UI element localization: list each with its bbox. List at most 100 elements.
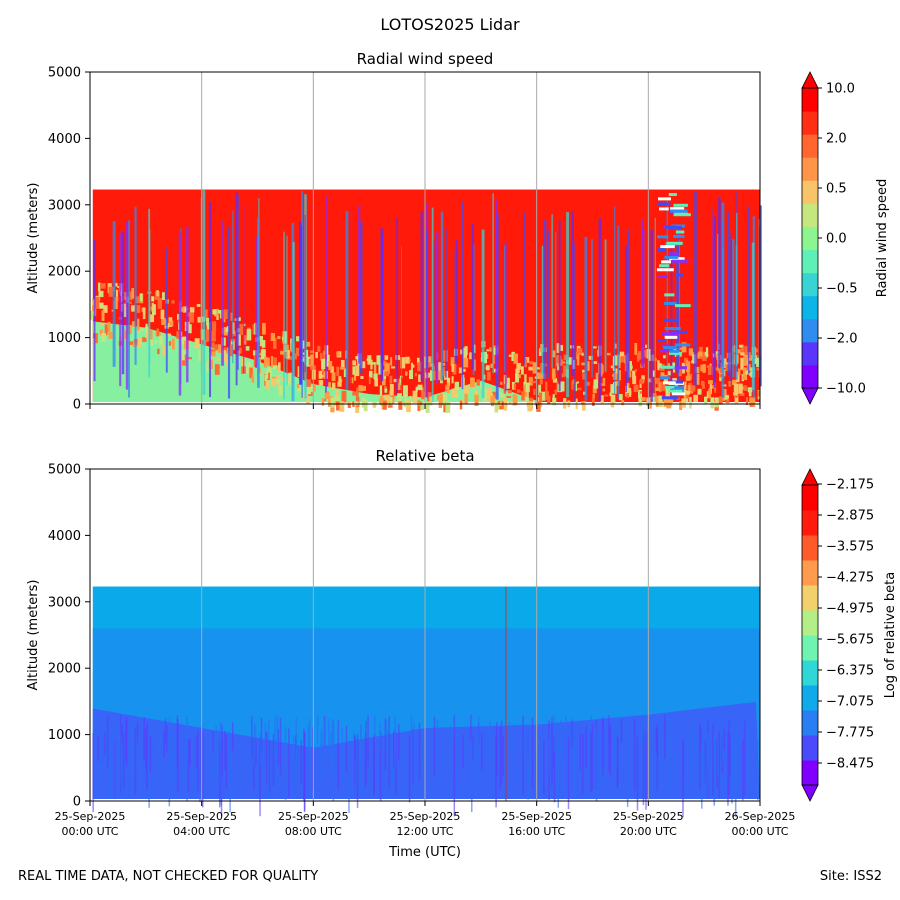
- beta-streak: [348, 740, 350, 813]
- beta-streak: [743, 721, 746, 796]
- wind-speckle: [463, 368, 466, 372]
- beta-streak: [109, 736, 112, 795]
- beta-streak: [255, 739, 257, 767]
- x-tick-date: 25-Sep-2025: [613, 810, 684, 823]
- beta-streak: [229, 738, 231, 813]
- wind-streak: [256, 217, 260, 388]
- wind-speckle: [318, 370, 323, 379]
- wind-speckle: [108, 332, 113, 339]
- wind-noise-band: [663, 332, 679, 336]
- wind-speckle: [497, 401, 501, 405]
- wind-speckle: [585, 381, 590, 386]
- wind-speckle: [115, 289, 119, 297]
- wind-streak: [711, 209, 713, 377]
- footer-site: Site: ISS2: [819, 869, 882, 884]
- wind-streak: [208, 202, 212, 398]
- wind-speckle: [310, 350, 315, 354]
- wind-speckle: [540, 391, 546, 401]
- wind-streak: [165, 248, 168, 373]
- wind-speckle: [738, 383, 743, 394]
- beta-streak: [197, 729, 199, 792]
- wind-streak: [381, 235, 384, 375]
- colorbar-segment: [802, 318, 818, 343]
- wind-speckle: [131, 321, 135, 327]
- wind-streak: [551, 214, 553, 369]
- wind-speckle: [288, 372, 292, 383]
- wind-speckle: [373, 362, 377, 374]
- beta-streak: [552, 737, 555, 769]
- wind-speckle: [108, 286, 114, 297]
- wind-noise-band: [673, 203, 688, 207]
- wind-speckle: [294, 353, 297, 360]
- x-tick-time: 04:00 UTC: [173, 825, 230, 838]
- wind-speckle: [464, 393, 468, 404]
- wind-streak: [396, 217, 399, 394]
- wind-speckle: [547, 399, 551, 405]
- beta-streak: [356, 734, 359, 808]
- wind-speckle: [214, 344, 218, 351]
- beta-streak: [189, 738, 191, 767]
- wind-speckle: [265, 370, 269, 379]
- wind-streak: [523, 211, 525, 366]
- panel1-ylabel: Altitude (meters): [26, 183, 41, 294]
- beta-streak: [211, 731, 213, 782]
- wind-speckle: [446, 377, 451, 387]
- wind-speckle: [626, 393, 630, 398]
- wind-speckle: [702, 351, 707, 362]
- wind-speckle: [335, 389, 339, 397]
- wind-streak: [445, 228, 447, 378]
- wind-speckle: [626, 387, 632, 398]
- beta-streak: [250, 716, 253, 759]
- wind-speckle: [322, 399, 326, 402]
- beta-streak: [551, 717, 553, 786]
- wind-speckle: [438, 396, 442, 409]
- beta-streak: [385, 720, 388, 751]
- wind-speckle: [511, 351, 515, 362]
- wind-noise-band: [657, 248, 666, 252]
- wind-speckle: [672, 362, 675, 369]
- wind-speckle: [176, 331, 181, 339]
- y-tick-label: 4000: [48, 529, 81, 544]
- wind-streak: [676, 245, 679, 373]
- wind-speckle: [284, 344, 289, 353]
- wind-speckle: [595, 372, 599, 380]
- wind-speckle: [743, 385, 748, 391]
- wind-speckle: [458, 367, 463, 374]
- wind-speckle: [499, 392, 505, 398]
- wind-speckle: [688, 348, 694, 356]
- beta-streak: [393, 731, 395, 768]
- beta-streak: [384, 718, 387, 771]
- beta-streak: [742, 739, 744, 801]
- beta-streak: [436, 720, 439, 760]
- wind-speckle: [683, 385, 686, 392]
- wind-speckle: [378, 363, 383, 375]
- wind-speckle: [308, 358, 311, 366]
- wind-speckle: [211, 351, 216, 357]
- beta-streak: [303, 728, 305, 801]
- wind-streak: [677, 228, 679, 392]
- beta-streak: [472, 735, 474, 761]
- colorbar-extend-bottom: [801, 387, 819, 405]
- wind-speckle: [347, 401, 351, 409]
- wind-speckle: [733, 383, 739, 395]
- wind-speckle: [296, 388, 302, 392]
- beta-streak: [274, 715, 276, 756]
- wind-noise-band: [671, 392, 686, 396]
- beta-streak: [360, 725, 362, 795]
- wind-streak: [604, 239, 607, 372]
- wind-speckle: [658, 395, 663, 407]
- wind-speckle: [137, 330, 140, 334]
- beta-streak: [543, 739, 545, 795]
- wind-speckle: [463, 357, 469, 368]
- beta-streak: [587, 727, 589, 749]
- x-tick-date: 26-Sep-2025: [725, 810, 796, 823]
- wind-speckle: [172, 338, 175, 350]
- wind-speckle: [371, 362, 376, 365]
- beta-streak: [187, 739, 190, 793]
- beta-streak: [721, 729, 724, 763]
- beta-streak: [365, 721, 367, 785]
- wind-streak: [566, 212, 569, 398]
- colorbar-radial-wind: 10.0 2.0 0.5 0.0 −0.5 −2.0 −10.0: [801, 71, 866, 405]
- wind-speckle: [663, 397, 669, 407]
- beta-streak: [732, 738, 735, 789]
